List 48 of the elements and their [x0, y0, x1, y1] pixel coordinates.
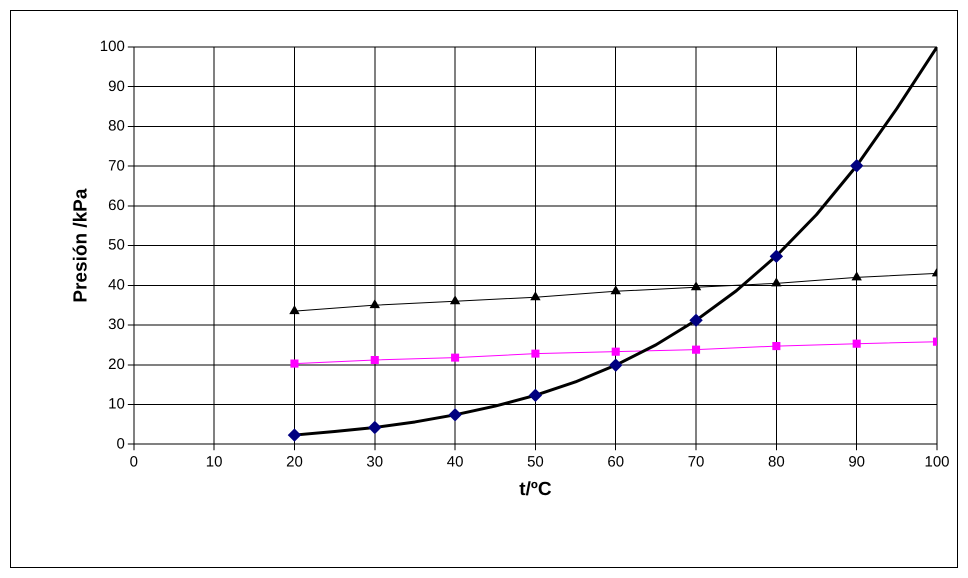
x-tick-label: 50	[527, 453, 544, 470]
y-axis-title: Presión /kPa	[70, 188, 92, 303]
point	[530, 292, 540, 300]
y-tick-label: 100	[100, 38, 125, 56]
x-tick-label: 70	[688, 453, 704, 470]
point	[528, 388, 542, 402]
y-tick-label: 80	[108, 118, 125, 135]
point	[368, 421, 382, 434]
y-tick-label: 60	[108, 197, 125, 214]
y-tick-label: 90	[108, 78, 125, 95]
point	[770, 250, 783, 263]
point	[290, 306, 300, 314]
x-tick-label: 10	[206, 453, 222, 470]
point	[852, 340, 861, 348]
point	[772, 342, 780, 350]
y-tick-label: 70	[108, 157, 125, 174]
point	[370, 356, 379, 364]
x-tick-label: 40	[446, 453, 464, 470]
point	[850, 159, 864, 172]
point	[691, 282, 701, 290]
point	[290, 360, 298, 368]
point	[451, 354, 460, 362]
point	[450, 296, 460, 304]
x-tick-label: 20	[286, 453, 303, 470]
point	[610, 286, 621, 294]
y-tick-label: 50	[108, 236, 125, 254]
y-tick-label: 20	[108, 356, 125, 373]
point	[852, 272, 862, 280]
point	[772, 278, 782, 286]
x-tick-label: 60	[607, 453, 624, 470]
x-tick-label: 100	[924, 453, 950, 470]
x-tick-label: 0	[130, 453, 138, 470]
x-tick-label: 30	[366, 453, 384, 470]
point	[690, 314, 703, 327]
x-axis-title: t/ºC	[519, 478, 552, 500]
point	[612, 348, 620, 356]
x-tick-label: 90	[848, 453, 866, 470]
point	[288, 428, 301, 442]
point	[692, 346, 700, 354]
point	[531, 350, 540, 358]
x-tick-label: 80	[768, 453, 785, 470]
point	[370, 300, 380, 308]
y-tick-label: 10	[108, 396, 125, 413]
y-tick-label: 0	[116, 435, 125, 452]
y-tick-label: 40	[108, 276, 125, 294]
point	[609, 358, 622, 372]
y-tick-label: 30	[108, 316, 125, 334]
point	[448, 408, 462, 422]
